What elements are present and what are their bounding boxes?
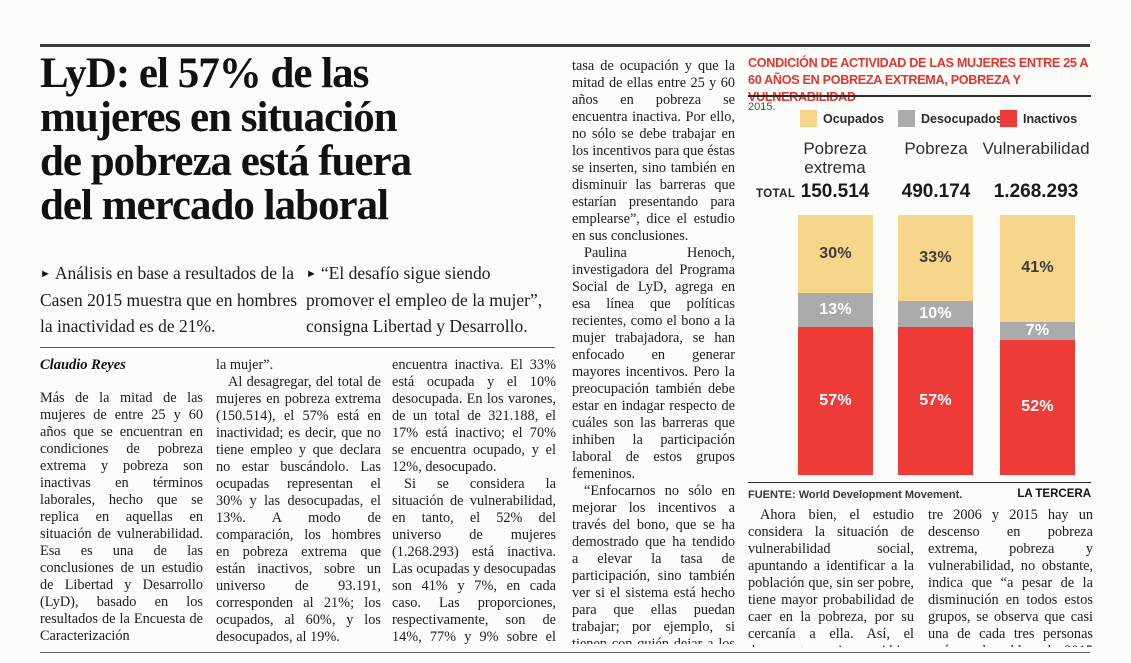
paragraph: encuentra inactiva. El 33% está ocupada … [392, 357, 556, 475]
body-column-4: tasa de ocupación y que la mitad de ella… [572, 58, 735, 644]
bar-segment-inactivos: 57% [898, 326, 973, 475]
bar-value-label: 57% [919, 391, 952, 409]
chart-source: FUENTE: World Development Movement. [748, 489, 963, 501]
headline-line: LyD: el 57% de las [40, 50, 369, 97]
category-header-pobreza-extrema: Pobreza extrema [803, 139, 867, 177]
paragraph: Ahora bien, el estudio considera la situ… [748, 507, 914, 647]
headline-line: mujeres en situación [40, 94, 398, 141]
bar-segment-desocupados: 7% [1000, 321, 1075, 340]
headline-line: de pobreza está fuera [40, 138, 412, 185]
chart-condicion-actividad: CONDICIÓN DE ACTIVIDAD DE LAS MUJERES EN… [748, 55, 1091, 515]
legend-label: Ocupados [823, 111, 885, 126]
byline-rule [40, 347, 555, 348]
stacked-bar-3: 41% 7% 52% [1000, 215, 1075, 475]
bullet-text: Análisis en base a resultados de la Case… [40, 263, 298, 336]
body-column-1: Más de la mitad de las mujeres de entre … [40, 390, 203, 645]
legend-label: Desocupados [921, 111, 1003, 126]
bar-segment-desocupados: 10% [898, 300, 973, 327]
paragraph: Si se considera la situación de vulnerab… [392, 476, 556, 647]
bar-value-label: 57% [819, 391, 852, 409]
chart-year-label: 2015. [748, 101, 776, 113]
chart-title: CONDICIÓN DE ACTIVIDAD DE LAS MUJERES EN… [748, 56, 1088, 104]
legend-label: Inactivos [1023, 111, 1078, 126]
bar-value-label: 41% [1021, 259, 1054, 277]
bottom-rule [40, 652, 1090, 653]
category-header-pobreza: Pobreza [904, 139, 968, 158]
bar-value-label: 33% [919, 248, 952, 266]
article-headline: LyD: el 57% de las mujeres en situación … [40, 52, 570, 228]
legend-item-ocupados: Ocupados [800, 110, 884, 127]
legend-item-inactivos: Inactivos [1000, 110, 1077, 127]
body-column-3: encuentra inactiva. El 33% está ocupada … [392, 357, 556, 647]
bar-segment-desocupados: 13% [798, 293, 873, 327]
body-column-2: la mujer”. Al desagregar, del total de mu… [216, 357, 381, 647]
paragraph: tasa de ocupación y que la mitad de ella… [572, 58, 735, 244]
paragraph: Paulina Henoch, investigadora del Progra… [572, 245, 735, 482]
paragraph: Más de la mitad de las mujeres de entre … [40, 390, 203, 644]
paragraph: Al desagregar, del total de mujeres en p… [216, 374, 381, 645]
bullet-arrow-icon: ► [40, 268, 51, 280]
stacked-bar-2: 33% 10% 57% [898, 215, 973, 475]
total-value-vulnerabilidad: 1.268.293 [993, 181, 1079, 202]
legend-swatch-ocupados [800, 110, 817, 127]
bar-segment-ocupados: 33% [898, 215, 973, 301]
bar-value-label: 10% [919, 304, 952, 322]
paragraph: la mujer”. [216, 357, 274, 373]
top-rule [40, 44, 1090, 47]
publication-credit: LA TERCERA [1017, 488, 1091, 500]
bar-value-label: 7% [1025, 321, 1050, 339]
legend-swatch-inactivos [1000, 110, 1017, 127]
byline: Claudio Reyes [40, 357, 126, 373]
legend-swatch-desocupados [898, 110, 915, 127]
legend-item-desocupados: Desocupados [898, 110, 1003, 127]
body-column-5: Ahora bien, el estudio considera la situ… [748, 507, 914, 647]
bar-value-label: 52% [1021, 398, 1054, 416]
paragraph: De todas las mujeres en circunstancias d… [216, 646, 381, 647]
bar-segment-ocupados: 41% [1000, 215, 1075, 322]
bullet-text: “El desafío sigue siendo promover el emp… [306, 263, 543, 336]
bar-segment-inactivos: 57% [798, 326, 873, 475]
lead-bullet-2: ► “El desafío sigue siendo promover el em… [306, 260, 546, 339]
headline-line: del mercado laboral [40, 182, 389, 229]
paragraph: tre 2006 y 2015 hay un descenso en pobre… [928, 507, 1093, 647]
chart-source-rule [748, 482, 1091, 483]
total-label: TOTAL [756, 188, 796, 200]
stacked-bars: 30% 13% 57% 33% 10% 57% 41% 7% 52% [748, 215, 1091, 477]
total-value-pobreza: 490.174 [901, 181, 971, 202]
bar-segment-ocupados: 30% [798, 215, 873, 293]
bar-value-label: 30% [819, 245, 852, 262]
bar-segment-inactivos: 52% [1000, 339, 1075, 475]
bar-value-label: 13% [819, 300, 852, 318]
bullet-arrow-icon: ► [306, 268, 317, 280]
total-value-pobreza-extrema: 150.514 [800, 181, 870, 202]
lead-bullet-1: ► Análisis en base a resultados de la Cas… [40, 260, 298, 339]
stacked-bar-1: 30% 13% 57% [798, 215, 873, 475]
category-header-vulnerabilidad: Vulnerabilidad [982, 139, 1090, 158]
body-column-6: tre 2006 y 2015 hay un descenso en pobre… [928, 507, 1093, 647]
paragraph: “Enfocarnos no sólo en mejorar los incen… [572, 483, 735, 644]
chart-title-rule [748, 95, 1091, 97]
